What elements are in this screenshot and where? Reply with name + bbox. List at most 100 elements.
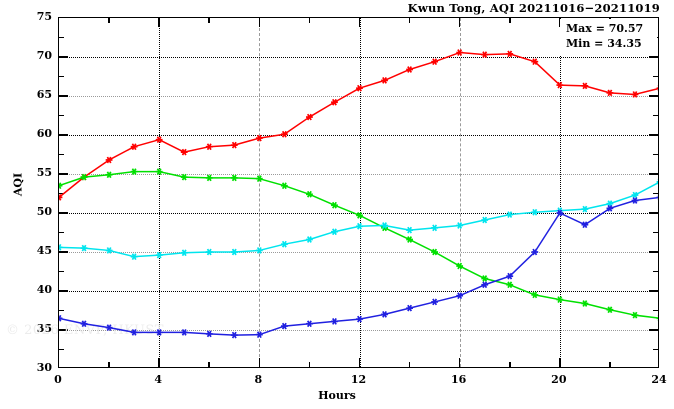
- y-axis-title: AQI: [11, 172, 25, 197]
- data-point-marker: [130, 168, 138, 176]
- series-line: [59, 196, 658, 336]
- data-point-marker: [280, 240, 288, 248]
- axis-tick: [358, 358, 361, 367]
- data-point-marker: [155, 251, 163, 259]
- data-point-marker: [230, 174, 238, 182]
- data-point-marker: [456, 222, 464, 229]
- series-1: [59, 49, 658, 201]
- data-point-marker: [306, 190, 313, 198]
- series-layer: [59, 49, 658, 339]
- data-point-marker: [581, 221, 589, 229]
- axis-tick: [158, 18, 160, 27]
- data-point-marker: [406, 66, 413, 73]
- data-point-marker: [481, 281, 489, 289]
- data-point-marker: [59, 194, 63, 201]
- data-point-marker: [255, 134, 263, 142]
- axis-tick: [458, 18, 461, 27]
- data-point-marker: [656, 315, 658, 322]
- data-point-marker: [556, 81, 564, 89]
- axis-tick: [59, 348, 64, 351]
- axis-tick: [358, 18, 361, 27]
- data-point-marker: [331, 98, 338, 106]
- data-point-marker: [180, 173, 188, 181]
- x-axis-title: Hours: [318, 389, 356, 402]
- data-point-marker: [255, 247, 263, 254]
- data-point-marker: [456, 262, 464, 270]
- x-tick-label: 8: [254, 373, 263, 386]
- gridline-horizontal: [59, 291, 658, 292]
- axis-tick: [649, 134, 658, 136]
- gridline-horizontal: [59, 96, 658, 97]
- data-point-marker: [180, 328, 188, 336]
- data-point-marker: [105, 171, 113, 179]
- data-point-marker: [506, 272, 514, 280]
- stats-annotation-box: Max = 70.57 Min = 34.35: [560, 19, 657, 55]
- data-point-marker: [130, 328, 138, 336]
- axis-tick: [408, 362, 411, 367]
- axis-tick: [208, 18, 211, 23]
- axis-tick: [158, 358, 160, 367]
- data-point-marker: [581, 82, 589, 90]
- data-point-marker: [280, 130, 288, 138]
- axis-tick: [408, 18, 411, 23]
- y-tick-label: 40: [36, 283, 52, 296]
- axis-tick: [649, 56, 658, 58]
- axis-tick: [458, 358, 461, 367]
- y-tick-label: 50: [36, 205, 52, 218]
- axis-tick: [508, 362, 511, 367]
- data-point-marker: [531, 291, 539, 299]
- axis-tick: [108, 362, 110, 367]
- axis-tick: [208, 362, 211, 367]
- y-tick-label: 55: [36, 166, 52, 179]
- data-point-marker: [431, 58, 439, 66]
- series-line: [59, 182, 658, 258]
- axis-tick: [308, 18, 311, 23]
- axis-tick: [59, 231, 64, 234]
- y-tick-label: 75: [36, 10, 52, 23]
- x-tick-label: 0: [54, 373, 62, 386]
- y-tick-label: 65: [36, 88, 52, 101]
- watermark: © 2026 ENVF, HKUST: [6, 323, 164, 338]
- data-point-marker: [105, 324, 113, 332]
- x-tick-label: 24: [651, 373, 667, 386]
- data-point-marker: [255, 175, 263, 183]
- data-point-marker: [306, 113, 313, 121]
- data-point-marker: [105, 247, 113, 254]
- data-point-marker: [381, 222, 388, 229]
- chart-title: Kwun Tong, AQI 20211016−20211019: [407, 1, 660, 15]
- plot-frame: [58, 17, 659, 368]
- data-point-marker: [130, 143, 138, 151]
- data-point-marker: [456, 292, 464, 300]
- data-point-marker: [155, 328, 163, 336]
- axis-tick: [59, 290, 68, 292]
- data-point-marker: [205, 248, 213, 256]
- data-point-marker: [331, 228, 338, 236]
- series-line: [59, 51, 658, 198]
- data-point-marker: [230, 141, 238, 149]
- data-point-marker: [606, 204, 614, 212]
- data-point-marker: [631, 197, 639, 204]
- data-point-marker: [180, 249, 188, 257]
- min-value-label: Min = 34.35: [566, 37, 642, 50]
- axis-tick: [649, 329, 658, 331]
- data-point-marker: [155, 168, 163, 176]
- axis-tick: [59, 56, 68, 58]
- y-tick-label: 45: [36, 244, 52, 257]
- axis-tick: [59, 270, 64, 273]
- data-point-marker: [130, 253, 138, 261]
- axis-tick: [653, 114, 658, 117]
- max-value-label: Max = 70.57: [566, 22, 644, 35]
- data-point-marker: [431, 248, 439, 256]
- data-point-marker: [356, 315, 363, 323]
- data-point-marker: [180, 148, 188, 156]
- axis-tick: [649, 212, 658, 214]
- data-point-marker: [306, 320, 313, 328]
- data-point-marker: [606, 306, 614, 314]
- data-point-marker: [556, 296, 564, 303]
- data-point-marker: [481, 51, 489, 59]
- axis-tick: [653, 153, 658, 156]
- data-point-marker: [506, 281, 514, 289]
- data-point-marker: [581, 205, 589, 213]
- data-point-marker: [506, 50, 514, 58]
